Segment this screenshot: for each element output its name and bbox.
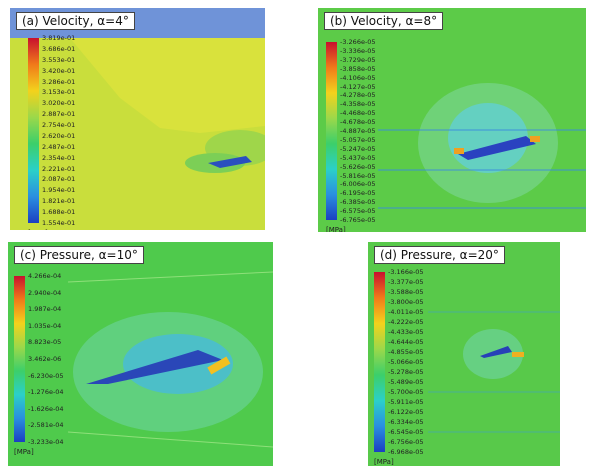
colorbar-label: -3.233e-04 — [28, 439, 64, 446]
simulation-panel: (b) Velocity, α=8° -3.266e-05 -3.336e-05 -3… — [318, 8, 586, 232]
colorbar-label: -4.887e-05 — [340, 128, 376, 135]
colorbar-label: -6.575e-05 — [340, 208, 376, 215]
colorbar-label: 3.420e-01 — [42, 68, 75, 75]
simulation-panel: (a) Velocity, α=4° 3.819e-01 3.686e-01 3.55… — [10, 8, 265, 230]
colorbar-label: -3.729e-05 — [340, 57, 376, 64]
colorbar-label: 2.087e-01 — [42, 176, 75, 183]
colorbar-label: -5.247e-05 — [340, 146, 376, 153]
colorbar-label: 2.887e-01 — [42, 111, 75, 118]
panel-title: (d) Pressure, α=20° — [374, 246, 505, 264]
colorbar-label: -6.334e-05 — [388, 419, 424, 426]
colorbar-label: -6.756e-05 — [388, 439, 424, 446]
colorbar-label: -6.195e-05 — [340, 190, 376, 197]
colorbar-label: 3.686e-01 — [42, 46, 75, 53]
colorbar-label: -3.166e-05 — [388, 269, 424, 276]
colorbar-label: -4.433e-05 — [388, 329, 424, 336]
colorbar-label: 2.754e-01 — [42, 122, 75, 129]
colorbar-label: -4.678e-05 — [340, 119, 376, 126]
unit-label: [MPa] — [14, 448, 34, 456]
colorbar-label: 3.286e-01 — [42, 79, 75, 86]
colorbar-label: -5.057e-05 — [340, 137, 376, 144]
unit-label: [MPa] — [28, 229, 48, 230]
colorbar-label: -5.911e-05 — [388, 399, 424, 406]
colorbar-label: -4.222e-05 — [388, 319, 424, 326]
colorbar — [326, 42, 337, 220]
unit-label: [MPa] — [326, 226, 346, 232]
panel-title: (c) Pressure, α=10° — [14, 246, 144, 264]
colorbar-label: -5.066e-05 — [388, 359, 424, 366]
colorbar-label: -3.588e-05 — [388, 289, 424, 296]
colorbar-label: 2.221e-01 — [42, 166, 75, 173]
colorbar-label: -4.358e-05 — [340, 101, 376, 108]
colorbar-label: -5.278e-05 — [388, 369, 424, 376]
panel-title: (b) Velocity, α=8° — [324, 12, 443, 30]
colorbar — [28, 38, 39, 223]
colorbar-label: 1.554e-01 — [42, 220, 75, 227]
colorbar-label: -6.765e-05 — [340, 217, 376, 224]
colorbar-label: 1.954e-01 — [42, 187, 75, 194]
colorbar-label: -4.106e-05 — [340, 75, 376, 82]
colorbar-label: 3.462e-06 — [28, 356, 61, 363]
colorbar-label: -6.006e-05 — [340, 181, 376, 188]
colorbar-label: -3.377e-05 — [388, 279, 424, 286]
colorbar-label: -1.626e-04 — [28, 406, 64, 413]
simulation-panel: (c) Pressure, α=10° 4.266e-04 2.940e-04 1.9… — [8, 242, 273, 466]
colorbar-label: 3.819e-01 — [42, 35, 75, 42]
colorbar-label: -6.385e-05 — [340, 199, 376, 206]
colorbar-label: -5.626e-05 — [340, 164, 376, 171]
colorbar-label: -3.858e-05 — [340, 66, 376, 73]
colorbar-label: 2.940e-04 — [28, 290, 61, 297]
colorbar-label: -4.011e-05 — [388, 309, 424, 316]
colorbar — [14, 276, 25, 442]
colorbar-label: 3.153e-01 — [42, 89, 75, 96]
colorbar-label: -4.855e-05 — [388, 349, 424, 356]
colorbar — [374, 272, 385, 452]
colorbar-label: 2.487e-01 — [42, 144, 75, 151]
colorbar-label: -3.266e-05 — [340, 39, 376, 46]
colorbar-label: -4.644e-05 — [388, 339, 424, 346]
colorbar-label: -6.230e-05 — [28, 373, 64, 380]
colorbar-label: 2.354e-01 — [42, 155, 75, 162]
panel-title: (a) Velocity, α=4° — [16, 12, 135, 30]
figure: (a) Velocity, α=4° 3.819e-01 3.686e-01 3.55… — [0, 0, 604, 469]
colorbar-label: -4.278e-05 — [340, 92, 376, 99]
colorbar-label: 4.266e-04 — [28, 273, 61, 280]
unit-label: [MPa] — [374, 458, 394, 466]
colorbar-label: 1.987e-04 — [28, 306, 61, 313]
colorbar-label: -4.468e-05 — [340, 110, 376, 117]
colorbar-label: -5.489e-05 — [388, 379, 424, 386]
colorbar-label: -6.122e-05 — [388, 409, 424, 416]
colorbar-label: 1.035e-04 — [28, 323, 61, 330]
colorbar-label: -4.127e-05 — [340, 84, 376, 91]
colorbar-label: -3.336e-05 — [340, 48, 376, 55]
colorbar-label: -6.545e-05 — [388, 429, 424, 436]
colorbar-label: 8.823e-05 — [28, 339, 61, 346]
colorbar-label: 1.821e-01 — [42, 198, 75, 205]
colorbar-label: -5.437e-05 — [340, 155, 376, 162]
colorbar-label: -6.968e-05 — [388, 449, 424, 456]
colorbar-label: 2.620e-01 — [42, 133, 75, 140]
colorbar-label: -2.581e-04 — [28, 422, 64, 429]
colorbar-label: -1.276e-04 — [28, 389, 64, 396]
colorbar-label: -5.816e-05 — [340, 173, 376, 180]
colorbar-label: 3.020e-01 — [42, 100, 75, 107]
colorbar-label: 3.553e-01 — [42, 57, 75, 64]
colorbar-label: -3.800e-05 — [388, 299, 424, 306]
simulation-panel: (d) Pressure, α=20° -3.166e-05 -3.377e-05 -… — [368, 242, 560, 466]
colorbar-label: -5.700e-05 — [388, 389, 424, 396]
colorbar-label: 1.688e-01 — [42, 209, 75, 216]
